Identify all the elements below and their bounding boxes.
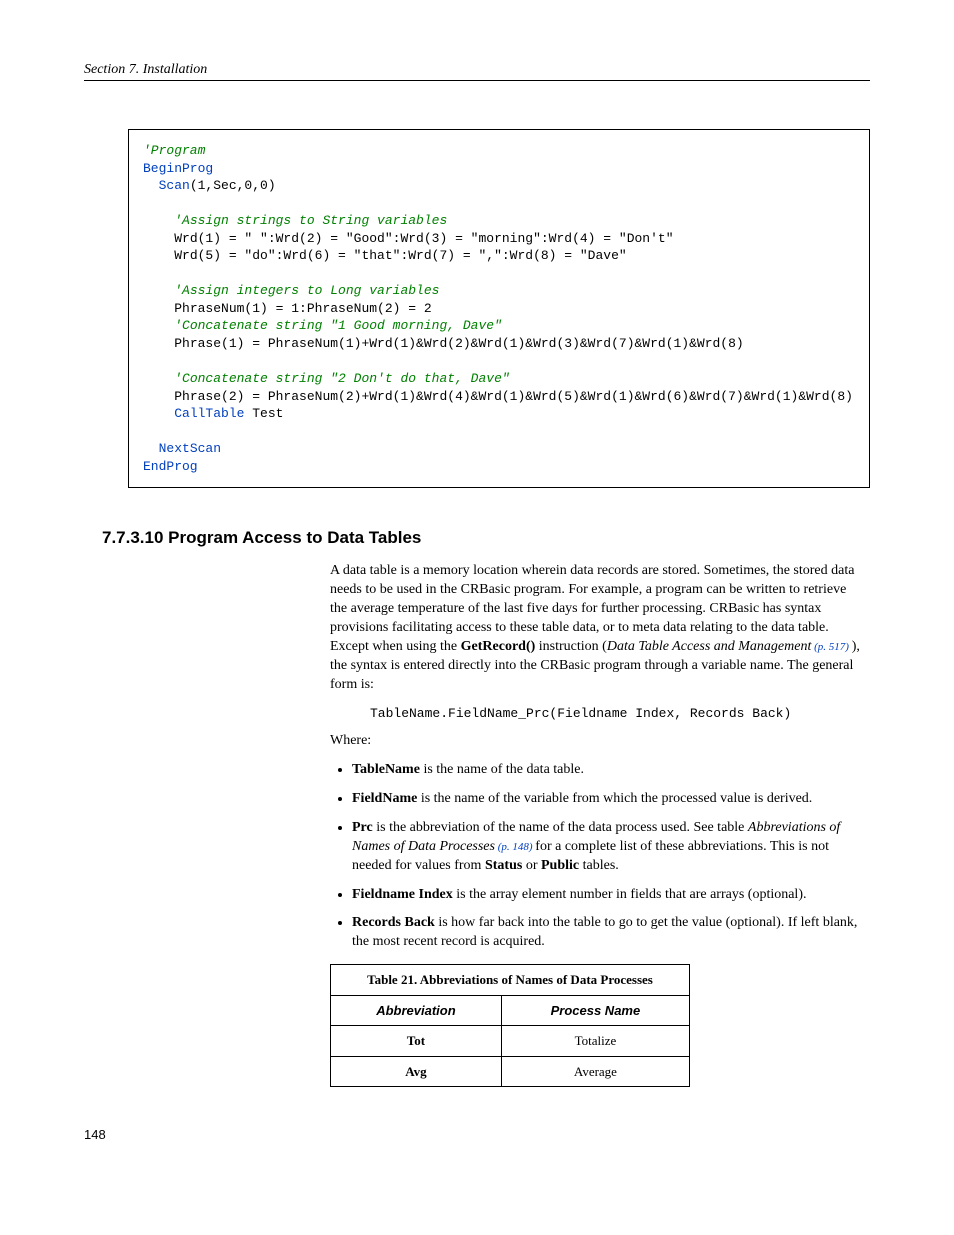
bold-term: Public xyxy=(541,858,579,873)
bold-term: Prc xyxy=(352,820,373,835)
body-text: is the array element number in fields th… xyxy=(453,887,807,902)
body-block: A data table is a memory location wherei… xyxy=(330,562,860,1087)
table-header-cell: Abbreviation xyxy=(331,995,502,1026)
table-row: Tot Totalize xyxy=(331,1026,690,1057)
page-number: 148 xyxy=(84,1127,870,1142)
code-keyword: EndProg xyxy=(143,459,198,474)
table-row: Abbreviation Process Name xyxy=(331,995,690,1026)
body-text: is the abbreviation of the name of the d… xyxy=(373,820,748,835)
table-cell: Tot xyxy=(331,1026,502,1057)
code-comment: 'Program xyxy=(143,143,205,158)
table-cell: Average xyxy=(501,1056,689,1087)
table-cell: Avg xyxy=(331,1056,502,1087)
italic-ref: Data Table Access and Management xyxy=(607,639,812,654)
table-row: Avg Average xyxy=(331,1056,690,1087)
code-comment: 'Assign strings to String variables xyxy=(174,213,447,228)
list-item: Records Back is how far back into the ta… xyxy=(352,914,860,952)
section-heading: 7.7.3.10 Program Access to Data Tables xyxy=(102,528,870,548)
code-text: PhraseNum(1) = 1:PhraseNum(2) = 2 xyxy=(174,301,431,316)
list-item: TableName is the name of the data table. xyxy=(352,761,860,780)
list-item: Prc is the abbreviation of the name of t… xyxy=(352,819,860,876)
code-listing: 'Program BeginProg Scan(1,Sec,0,0) 'Assi… xyxy=(128,129,870,488)
running-head: Section 7. Installation xyxy=(84,62,870,81)
abbreviations-table: Table 21. Abbreviations of Names of Data… xyxy=(330,964,690,1087)
code-keyword: BeginProg xyxy=(143,161,213,176)
body-text: instruction ( xyxy=(535,639,607,654)
paragraph: A data table is a memory location wherei… xyxy=(330,562,860,694)
code-keyword: Scan xyxy=(159,178,190,193)
list-item: Fieldname Index is the array element num… xyxy=(352,886,860,905)
code-text: Phrase(1) = PhraseNum(1)+Wrd(1)&Wrd(2)&W… xyxy=(174,336,744,351)
code-text: Phrase(2) = PhraseNum(2)+Wrd(1)&Wrd(4)&W… xyxy=(174,389,853,404)
table-title: Table 21. Abbreviations of Names of Data… xyxy=(331,965,690,996)
code-text: Wrd(1) = " ":Wrd(2) = "Good":Wrd(3) = "m… xyxy=(174,231,673,246)
body-text: tables. xyxy=(579,858,619,873)
bold-term: Fieldname Index xyxy=(352,887,453,902)
code-comment: 'Concatenate string "1 Good morning, Dav… xyxy=(174,318,502,333)
table-cell: Totalize xyxy=(501,1026,689,1057)
code-comment: 'Assign integers to Long variables xyxy=(174,283,439,298)
body-text: is the name of the data table. xyxy=(420,762,584,777)
body-text: or xyxy=(522,858,541,873)
bold-term: TableName xyxy=(352,762,420,777)
table-row: Table 21. Abbreviations of Names of Data… xyxy=(331,965,690,996)
bold-term: Records Back xyxy=(352,915,435,930)
code-comment: 'Concatenate string "2 Don't do that, Da… xyxy=(174,371,509,386)
code-text: (1,Sec,0,0) xyxy=(190,178,276,193)
bullet-list: TableName is the name of the data table.… xyxy=(330,761,860,952)
table-header-cell: Process Name xyxy=(501,995,689,1026)
body-text: is the name of the variable from which t… xyxy=(417,791,812,806)
where-label: Where: xyxy=(330,732,860,751)
list-item: FieldName is the name of the variable fr… xyxy=(352,790,860,809)
page-ref-link[interactable]: (p. 517) xyxy=(811,641,851,653)
code-keyword: CallTable xyxy=(174,406,244,421)
code-text: Test xyxy=(244,406,283,421)
page-ref-link[interactable]: (p. 148) xyxy=(495,841,535,853)
syntax-line: TableName.FieldName_Prc(Fieldname Index,… xyxy=(370,705,860,723)
code-text: Wrd(5) = "do":Wrd(6) = "that":Wrd(7) = "… xyxy=(174,248,626,263)
bold-term: Status xyxy=(485,858,522,873)
code-keyword: NextScan xyxy=(159,441,221,456)
bold-term: FieldName xyxy=(352,791,417,806)
bold-term: GetRecord() xyxy=(461,639,536,654)
page: Section 7. Installation 'Program BeginPr… xyxy=(0,0,954,1182)
